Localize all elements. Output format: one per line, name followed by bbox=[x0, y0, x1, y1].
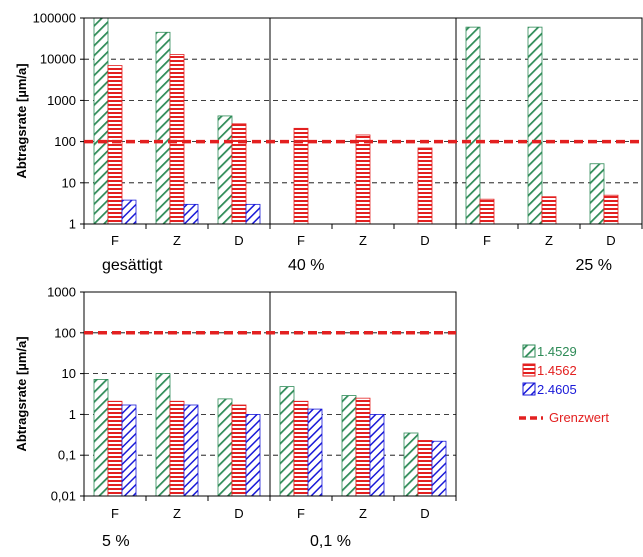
legend-label: 2.4605 bbox=[537, 382, 577, 397]
x-tick-label: Z bbox=[359, 233, 367, 248]
bar-2.4605-D bbox=[245, 203, 261, 225]
y-tick-label: 1000 bbox=[47, 93, 76, 108]
bar-1.4562-D bbox=[603, 194, 619, 225]
bar-1.4562-D bbox=[231, 123, 247, 225]
chart-layer: 1 10 100 1000 10000 100000 Abtragsrate [µm/a] F… bbox=[14, 11, 643, 550]
bar-1.4562-D bbox=[417, 440, 433, 497]
bar-1.4562-F bbox=[479, 198, 495, 225]
bar-2.4605-F bbox=[307, 408, 323, 497]
bar-1.4562-Z bbox=[355, 134, 371, 225]
green-diagonal-hatch-swatch-icon bbox=[522, 344, 536, 358]
bar-2.4605-Z bbox=[183, 404, 199, 497]
bar-1.4529-F bbox=[465, 26, 481, 225]
panel-label: 5 % bbox=[102, 533, 130, 550]
legend: 1.4529 1.4562 2.4605 Grenzwert bbox=[519, 344, 609, 425]
bar-1.4562-Z bbox=[541, 196, 557, 225]
bar-1.4562-Z bbox=[169, 400, 185, 497]
y-tick-label: 1 bbox=[69, 407, 76, 422]
panel-label: gesättigt bbox=[102, 257, 163, 274]
x-tick-label: Z bbox=[359, 506, 367, 521]
x-tick-label: D bbox=[234, 233, 243, 248]
bar-1.4529-F bbox=[93, 17, 109, 225]
bar-1.4529-D bbox=[589, 163, 605, 225]
x-tick-label: F bbox=[111, 506, 119, 521]
x-tick-label: D bbox=[606, 233, 615, 248]
y-tick-label: 1 bbox=[69, 217, 76, 232]
x-tick-label: Z bbox=[173, 233, 181, 248]
bar-1.4562-F bbox=[107, 65, 123, 225]
bar-1.4529-D bbox=[217, 398, 233, 497]
bar-1.4529-Z bbox=[341, 395, 357, 497]
blue-diagonal-hatch-swatch-icon bbox=[522, 382, 536, 396]
bar-1.4562-Z bbox=[169, 54, 185, 225]
bar-1.4529-Z bbox=[155, 373, 171, 497]
legend-label: 1.4529 bbox=[537, 344, 577, 359]
y-tick-label: 0,01 bbox=[51, 489, 76, 504]
x-tick-label: F bbox=[483, 233, 491, 248]
red-horizontal-stripe-swatch-icon bbox=[522, 363, 536, 377]
legend-label: 1.4562 bbox=[537, 363, 577, 378]
panel-label: 0,1 % bbox=[310, 533, 351, 550]
panel-frame bbox=[269, 291, 457, 497]
y-tick-label: 10 bbox=[62, 175, 76, 190]
bar-2.4605-F bbox=[121, 404, 137, 497]
bar-2.4605-Z bbox=[369, 413, 385, 497]
bar-1.4529-D bbox=[217, 115, 233, 225]
x-tick-label: F bbox=[297, 233, 305, 248]
x-tick-label: D bbox=[234, 506, 243, 521]
bar-1.4529-F bbox=[93, 379, 109, 497]
bar-2.4605-D bbox=[245, 413, 261, 497]
bar-1.4529-F bbox=[279, 386, 295, 497]
bar-1.4562-F bbox=[107, 400, 123, 497]
panel-label: 25 % bbox=[576, 257, 612, 274]
y-tick-label: 10 bbox=[62, 366, 76, 381]
x-tick-label: D bbox=[420, 233, 429, 248]
bar-1.4529-D bbox=[403, 432, 419, 497]
legend-label: Grenzwert bbox=[549, 410, 609, 425]
bar-2.4605-F bbox=[121, 199, 137, 225]
y-axis-label: Abtragsrate [µm/a] bbox=[14, 63, 29, 178]
bar-2.4605-D bbox=[431, 440, 447, 497]
bar-1.4529-Z bbox=[527, 26, 543, 225]
y-tick-label: 1000 bbox=[47, 285, 76, 300]
y-axis-label: Abtragsrate [µm/a] bbox=[14, 336, 29, 451]
bar-2.4605-Z bbox=[183, 203, 199, 225]
y-tick-label: 0,1 bbox=[58, 448, 76, 463]
x-tick-label: Z bbox=[545, 233, 553, 248]
bar-1.4562-F bbox=[293, 400, 309, 497]
x-tick-label: F bbox=[297, 506, 305, 521]
y-tick-label: 100000 bbox=[33, 11, 76, 26]
bar-1.4562-Z bbox=[355, 397, 371, 497]
bar-1.4529-Z bbox=[155, 31, 171, 225]
panel-frame bbox=[455, 17, 643, 225]
bar-1.4562-D bbox=[231, 404, 247, 497]
y-tick-label: 10000 bbox=[40, 52, 76, 67]
y-tick-label: 100 bbox=[54, 134, 76, 149]
panel-label: 40 % bbox=[288, 257, 324, 274]
x-tick-label: D bbox=[420, 506, 429, 521]
bar-1.4562-D bbox=[417, 147, 433, 225]
y-tick-label: 100 bbox=[54, 325, 76, 340]
x-tick-label: Z bbox=[173, 506, 181, 521]
x-tick-label: F bbox=[111, 233, 119, 248]
